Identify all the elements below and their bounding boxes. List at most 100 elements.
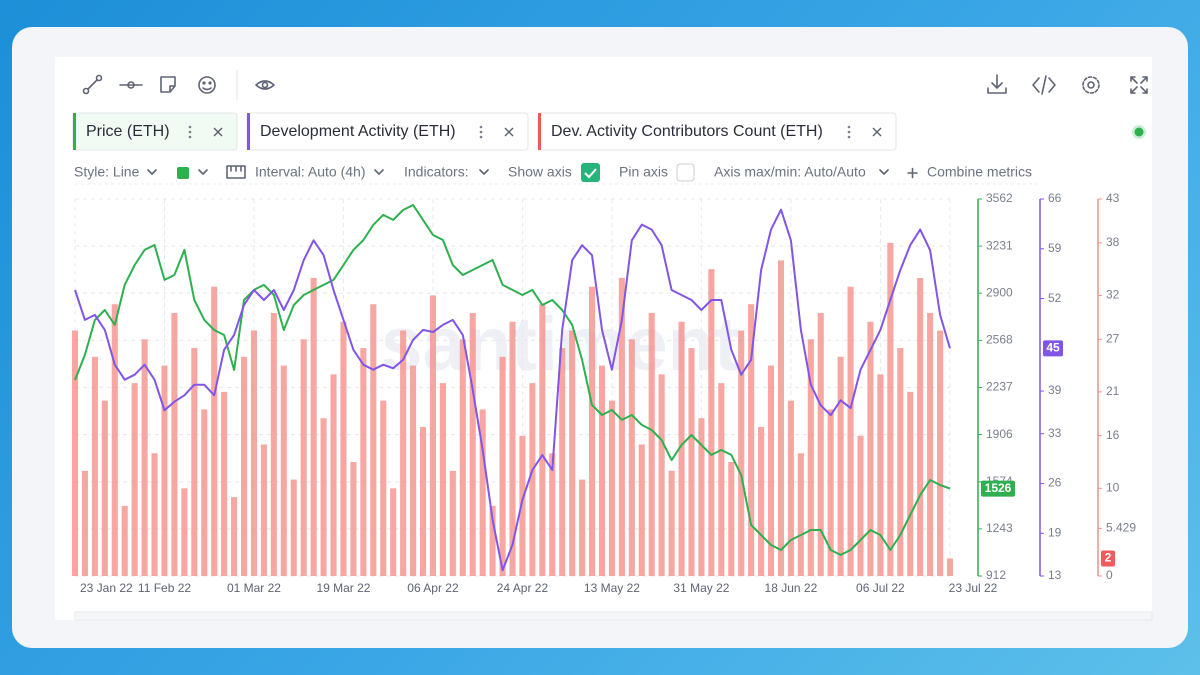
y-tick-label: 27 xyxy=(1106,331,1120,345)
bar xyxy=(221,391,228,576)
show-axis-label[interactable]: Show axis xyxy=(508,164,572,180)
bar xyxy=(847,286,854,576)
bar xyxy=(419,426,427,576)
metric-chip[interactable]: Price (ETH) xyxy=(72,112,238,151)
panel-actions[interactable] xyxy=(987,74,1148,95)
bar xyxy=(688,348,695,576)
chevron xyxy=(198,169,208,175)
bar xyxy=(549,453,556,576)
bar xyxy=(340,321,347,576)
bar xyxy=(499,356,506,576)
metric-chip[interactable]: Development Activity (ETH) xyxy=(246,112,529,151)
close-icon[interactable] xyxy=(504,127,514,137)
y-tick-label: 912 xyxy=(986,568,1006,582)
bar xyxy=(509,321,516,576)
x-tick-label: 19 Mar 22 xyxy=(316,581,370,595)
interval-select[interactable]: Interval: Auto (4h) xyxy=(255,164,366,180)
close-icon[interactable] xyxy=(213,127,223,137)
bar xyxy=(131,383,138,576)
bar xyxy=(439,383,446,576)
metric-chip[interactable]: Dev. Activity Contributors Count (ETH) xyxy=(537,112,897,151)
y-tick-label: 43 xyxy=(1106,191,1120,205)
y-tick-label: 16 xyxy=(1106,428,1120,442)
bar xyxy=(270,312,277,576)
menu-dot[interactable] xyxy=(479,125,483,129)
legend-label: Dev. Activity Contributors Count (ETH) xyxy=(551,123,823,140)
last-value-badge xyxy=(1101,550,1115,567)
bar xyxy=(917,277,924,576)
bar xyxy=(330,374,337,576)
menu-dot[interactable] xyxy=(188,130,192,134)
bar xyxy=(618,277,625,576)
x-tick-label: 23 Jan 22 xyxy=(80,581,133,595)
menu-dot[interactable] xyxy=(479,135,483,139)
y-tick-label: 1243 xyxy=(986,521,1013,535)
y-tick-label: 2237 xyxy=(986,380,1013,394)
menu-dot[interactable] xyxy=(847,130,851,134)
x-tick-label: 06 Jul 22 xyxy=(856,581,905,595)
bar xyxy=(588,286,596,576)
pin-axis-label[interactable]: Pin axis xyxy=(619,164,668,180)
axis-minmax-select[interactable]: Axis max/min: Auto/Auto xyxy=(714,164,866,180)
x-tick-label: 13 May 22 xyxy=(584,581,640,595)
y-tick-label: 66 xyxy=(1048,191,1062,205)
x-tick-label: 11 Feb 22 xyxy=(138,581,191,595)
menu-dot[interactable] xyxy=(847,125,851,129)
bar xyxy=(479,409,486,576)
style-select[interactable]: Style: Line xyxy=(74,164,140,180)
x-tick-label: 24 Apr 22 xyxy=(497,581,549,595)
x-tick-label: 06 Apr 22 xyxy=(407,581,459,595)
bar xyxy=(519,435,526,576)
bar xyxy=(400,330,407,576)
bar xyxy=(598,365,606,576)
bar xyxy=(240,356,248,576)
close-icon[interactable] xyxy=(872,127,882,137)
bar xyxy=(777,260,785,576)
bar xyxy=(797,453,804,576)
bar xyxy=(449,470,456,576)
plot: 23 Jan 22 11 Feb 22 01 Mar 22 19 Mar 22 06 A… xyxy=(71,191,1136,595)
pin-axis-checkbox[interactable] xyxy=(676,163,695,182)
bar xyxy=(857,435,864,576)
bar xyxy=(529,383,536,576)
chevron xyxy=(147,169,157,175)
indicators-select[interactable]: Indicators: xyxy=(404,164,469,180)
bar xyxy=(569,330,576,576)
interval-icon xyxy=(226,165,246,179)
bar xyxy=(539,304,546,576)
bar xyxy=(71,330,79,576)
y-tick-label: 2900 xyxy=(986,285,1013,299)
bar xyxy=(231,497,238,576)
y-tick-label: 13 xyxy=(1048,568,1062,582)
x-tick-label: 01 Mar 22 xyxy=(227,581,281,595)
bar xyxy=(658,374,665,576)
bar xyxy=(211,286,218,576)
menu-dot[interactable] xyxy=(188,135,192,139)
bar xyxy=(698,418,705,576)
bar xyxy=(728,462,735,576)
bar xyxy=(191,348,198,576)
scrollbar[interactable] xyxy=(74,611,1153,621)
bar xyxy=(767,365,775,576)
bar xyxy=(171,312,178,576)
chevron xyxy=(374,169,384,175)
legend-label: Development Activity (ETH) xyxy=(260,123,456,140)
bar xyxy=(370,304,377,576)
menu-dot[interactable] xyxy=(479,130,483,134)
bar xyxy=(738,330,745,576)
bar xyxy=(758,426,765,576)
y-tick-label: 10 xyxy=(1106,480,1120,494)
bar xyxy=(380,400,387,576)
bar xyxy=(290,479,297,576)
y-tick-label: 19 xyxy=(1048,525,1062,539)
color-swatch[interactable] xyxy=(177,167,189,179)
drawing-tools[interactable] xyxy=(82,70,275,100)
y-tick-label: 33 xyxy=(1048,426,1062,440)
bar xyxy=(310,277,317,576)
menu-dot[interactable] xyxy=(188,125,192,129)
show-axis-checkbox[interactable] xyxy=(581,163,600,182)
y-tick-label: 38 xyxy=(1106,235,1120,249)
menu-dot[interactable] xyxy=(847,135,851,139)
bar xyxy=(877,374,884,576)
combine-metrics[interactable]: Combine metrics xyxy=(927,164,1032,180)
